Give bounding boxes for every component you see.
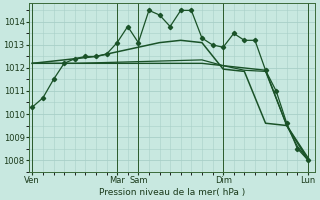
X-axis label: Pression niveau de la mer( hPa ): Pression niveau de la mer( hPa ) (99, 188, 245, 197)
